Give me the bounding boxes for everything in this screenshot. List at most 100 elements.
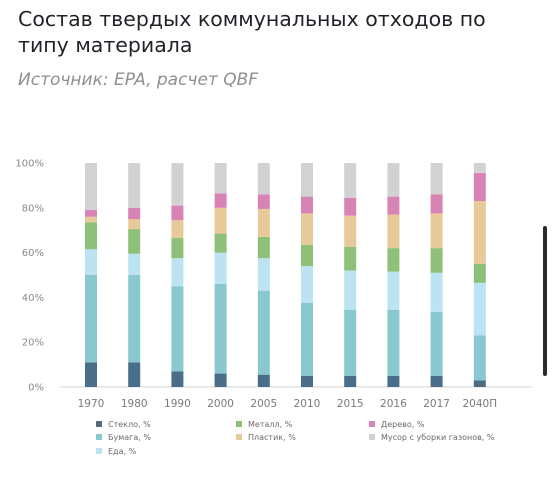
bar-segment [344, 247, 357, 271]
chart-subtitle: Источник: EPA, расчет QBF [18, 70, 259, 90]
legend-swatch [236, 434, 242, 440]
bar-segment [171, 286, 184, 372]
scrollbar[interactable] [543, 226, 547, 376]
bar-segment [301, 375, 313, 387]
bar-segment [430, 375, 443, 387]
legend-label: Дерево, % [381, 420, 425, 429]
bar-segment [387, 163, 400, 197]
bar-segment [473, 163, 486, 174]
bar-segment [85, 210, 97, 217]
bar-segment [430, 163, 443, 195]
y-tick-label: 20% [22, 338, 44, 349]
legend-label: Мусор с уборки газонов, % [381, 433, 495, 442]
y-tick-label: 80% [22, 203, 44, 214]
bar-segment [430, 311, 443, 376]
bar-segment [128, 362, 141, 387]
y-tick-label: 100% [15, 159, 44, 170]
legend-swatch [96, 434, 102, 440]
bar-segment [344, 197, 357, 216]
x-tick-label: 1980 [121, 398, 148, 410]
bar-segment [214, 373, 227, 387]
bar-segment [473, 173, 486, 202]
bar-segment [257, 236, 270, 259]
legend-swatch [96, 421, 102, 427]
bar-segment [473, 263, 486, 283]
x-tick-label: 2005 [250, 398, 277, 410]
bar-segment [257, 258, 270, 291]
bar-segment [387, 214, 400, 249]
bar-segment [473, 335, 486, 381]
x-tick-label: 2010 [294, 398, 321, 410]
y-tick-label: 40% [22, 293, 44, 304]
bar-segment [257, 374, 270, 387]
bar-segment [387, 196, 400, 215]
x-tick-label: 2000 [207, 398, 234, 410]
bar-segment [387, 375, 400, 387]
bar-segment [214, 207, 227, 234]
bar-segment [171, 238, 184, 259]
legend-label: Металл, % [248, 420, 293, 429]
bar-segment [430, 213, 443, 249]
bar-segment [171, 258, 184, 287]
bar-segment [301, 303, 313, 376]
bar-segment [387, 248, 400, 272]
bar-segment [85, 163, 97, 211]
bar-segment [214, 193, 227, 208]
bar-segment [344, 215, 357, 247]
x-tick-label: 1970 [78, 398, 105, 410]
bar-segment [214, 252, 227, 284]
bar-segment [257, 290, 270, 375]
bar-segment [128, 163, 141, 208]
legend-swatch [236, 421, 242, 427]
legend-swatch [96, 448, 102, 454]
bar-segment [257, 208, 270, 237]
x-tick-label: 1990 [164, 398, 191, 410]
bar-segment [301, 196, 313, 214]
bar-segment [301, 244, 313, 267]
bar-segment [171, 371, 184, 387]
bar-segment [301, 266, 313, 303]
legend-label: Бумага, % [108, 433, 151, 442]
x-tick-label: 2016 [380, 398, 407, 410]
bar-segment [85, 362, 97, 387]
bar-segment [344, 163, 357, 198]
legend-label: Еда, % [108, 447, 137, 456]
bar-segment [171, 205, 184, 221]
bar-segment [387, 309, 400, 376]
stacked-bar-chart: 0% 20% 40% 60% 80% 100% 1970 1980 1990 2000 2005 20… [15, 159, 532, 456]
bar-segment [473, 380, 486, 387]
bar-segment [85, 222, 97, 250]
bar-segment [214, 283, 227, 374]
bar-segment [128, 219, 141, 230]
legend-swatch [369, 434, 375, 440]
bar-segment [214, 163, 227, 194]
y-tick-label: 0% [28, 383, 44, 394]
bar-segment [128, 253, 141, 275]
bar-segment [128, 207, 141, 219]
bar-segment [85, 216, 97, 223]
legend-label: Стекло, % [108, 420, 151, 429]
y-tick-label: 60% [22, 248, 44, 259]
bar-segment [301, 213, 313, 245]
bar-segment [85, 275, 97, 363]
bar-segment [387, 271, 400, 310]
bar-segment [85, 249, 97, 275]
bar-segment [171, 163, 184, 206]
x-tick-label: 2015 [337, 398, 364, 410]
bar-segment [430, 248, 443, 273]
bar-segment [344, 270, 357, 310]
bar-segment [473, 201, 486, 264]
bar-segment [257, 194, 270, 209]
bar-segment [214, 233, 227, 253]
x-tick-label: 2040П [462, 398, 497, 410]
bar-segment [128, 229, 141, 254]
legend-swatch [369, 421, 375, 427]
bar-segment [128, 275, 141, 363]
bar-segment [430, 272, 443, 312]
legend-label: Пластик, % [248, 433, 296, 442]
bar-segment [473, 282, 486, 336]
bar-segment [171, 220, 184, 239]
chart-title: Состав твердых коммунальных отходов по т… [18, 7, 486, 57]
bar-segment [344, 309, 357, 376]
bar-segment [430, 194, 443, 214]
